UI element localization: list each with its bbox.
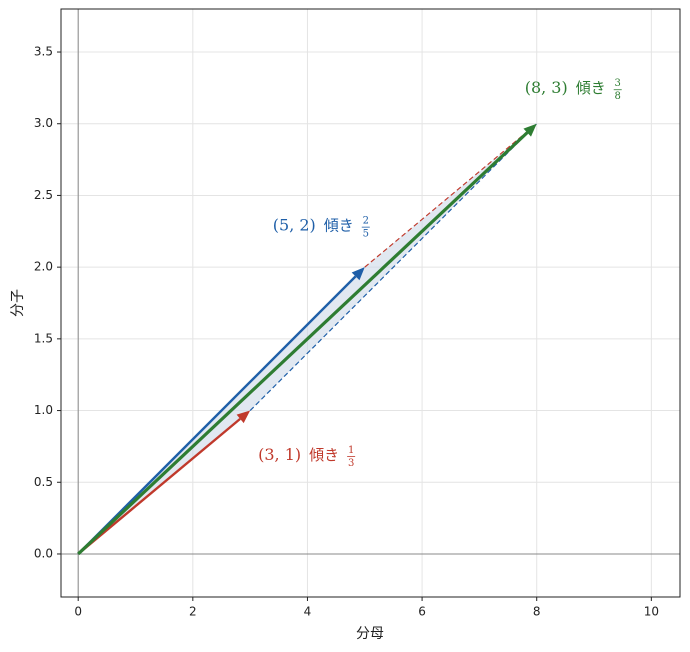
fraction-numerator: 1 <box>348 445 354 456</box>
y-tick-label: 0.0 <box>34 546 53 560</box>
fraction-denominator: 8 <box>615 91 621 102</box>
point-label: (5, 2) <box>273 216 316 235</box>
plot-frame <box>60 8 681 598</box>
y-tick-label: 3.0 <box>34 116 53 130</box>
y-tick-label: 3.5 <box>34 45 53 59</box>
x-tick-label: 2 <box>189 605 197 619</box>
vector-shaft <box>77 131 529 556</box>
slope-label: 傾き <box>324 217 354 235</box>
x-axis-label: 分母 <box>356 626 384 642</box>
x-tick-label: 4 <box>304 605 312 619</box>
fraction-denominator: 5 <box>363 229 369 240</box>
slope-label: 傾き <box>309 446 339 464</box>
y-tick-label: 2.0 <box>34 260 53 274</box>
point-label: (3, 1) <box>258 445 301 464</box>
dashed-guide <box>249 123 538 411</box>
fraction-denominator: 3 <box>348 458 354 469</box>
vector-shaft <box>77 275 357 555</box>
y-tick-label: 0.5 <box>34 475 53 489</box>
fraction-numerator: 3 <box>615 78 621 89</box>
x-tick-label: 6 <box>418 605 426 619</box>
point-label: (8, 3) <box>525 78 568 97</box>
x-tick-label: 0 <box>74 605 82 619</box>
vector-head <box>236 410 251 424</box>
vector-head <box>351 267 365 281</box>
dashed-guide <box>364 123 538 268</box>
vector-head <box>523 123 537 137</box>
x-tick-label: 8 <box>533 605 541 619</box>
y-tick-label: 1.0 <box>34 403 53 417</box>
y-tick-label: 1.5 <box>34 331 53 345</box>
x-tick-label: 10 <box>644 605 659 619</box>
slope-label: 傾き <box>576 79 606 97</box>
y-tick-label: 2.5 <box>34 188 53 202</box>
fraction-numerator: 2 <box>363 216 369 227</box>
vector-shaft <box>77 417 241 555</box>
y-axis-label: 分子 <box>10 289 26 317</box>
